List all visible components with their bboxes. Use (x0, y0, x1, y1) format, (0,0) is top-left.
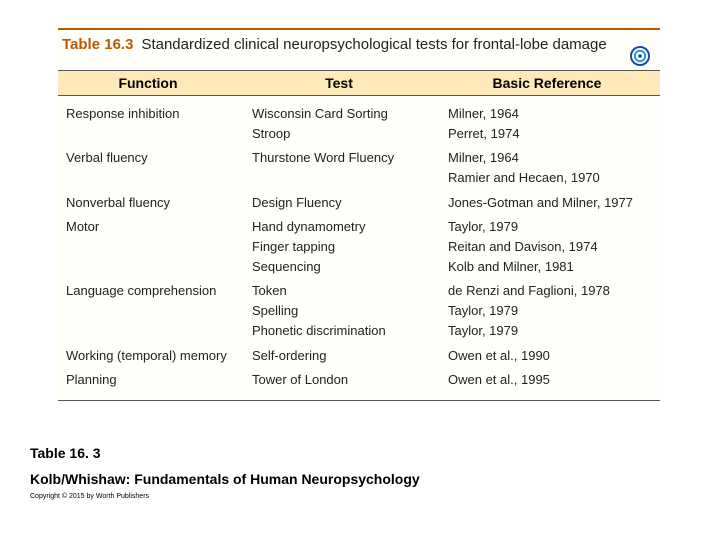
table-row: PlanningTower of LondonOwen et al., 1995 (58, 370, 660, 390)
cell-reference: Jones-Gotman and Milner, 1977 (448, 193, 660, 213)
cell-reference: Milner, 1964 (448, 148, 660, 168)
footer-copyright: Copyright © 2015 by Worth Publishers (30, 493, 420, 500)
cell-reference: Owen et al., 1995 (448, 370, 660, 390)
table-row: Phonetic discriminationTaylor, 1979 (58, 321, 660, 341)
cell-function (66, 237, 252, 257)
cell-function: Motor (66, 217, 252, 237)
col-test: Test (244, 71, 440, 95)
table-row: SpellingTaylor, 1979 (58, 301, 660, 321)
table-row: Language comprehensionTokende Renzi and … (58, 281, 660, 301)
cell-reference: Milner, 1964 (448, 104, 660, 124)
cell-reference: de Renzi and Faglioni, 1978 (448, 281, 660, 301)
cell-reference: Perret, 1974 (448, 124, 660, 144)
cell-test: Stroop (252, 124, 448, 144)
cell-test (252, 168, 448, 188)
cell-test: Phonetic discrimination (252, 321, 448, 341)
cell-reference: Ramier and Hecaen, 1970 (448, 168, 660, 188)
table-row: Response inhibitionWisconsin Card Sortin… (58, 104, 660, 124)
cell-reference: Owen et al., 1990 (448, 346, 660, 366)
cell-function: Language comprehension (66, 281, 252, 301)
table-body: Response inhibitionWisconsin Card Sortin… (58, 96, 660, 401)
cell-function: Planning (66, 370, 252, 390)
cell-test: Sequencing (252, 257, 448, 277)
table-row: SequencingKolb and Milner, 1981 (58, 257, 660, 277)
footer-table-label: Table 16. 3 (30, 445, 420, 461)
cell-test: Token (252, 281, 448, 301)
publisher-logo-icon (630, 46, 650, 66)
caption-text: Standardized clinical neuropsychological… (141, 36, 624, 55)
cell-test: Tower of London (252, 370, 448, 390)
table-header: Function Test Basic Reference (58, 70, 660, 96)
cell-reference: Taylor, 1979 (448, 301, 660, 321)
cell-test: Finger tapping (252, 237, 448, 257)
table-row: MotorHand dynamometryTaylor, 1979 (58, 217, 660, 237)
cell-function (66, 168, 252, 188)
col-function: Function (58, 71, 244, 95)
table-row: Finger tappingReitan and Davison, 1974 (58, 237, 660, 257)
cell-test: Wisconsin Card Sorting (252, 104, 448, 124)
cell-test: Self-ordering (252, 346, 448, 366)
cell-function (66, 301, 252, 321)
caption-row: Table 16.3 Standardized clinical neurops… (58, 30, 660, 70)
footer-source: Kolb/Whishaw: Fundamentals of Human Neur… (30, 471, 420, 487)
cell-function: Response inhibition (66, 104, 252, 124)
cell-test: Design Fluency (252, 193, 448, 213)
cell-test: Hand dynamometry (252, 217, 448, 237)
cell-reference: Taylor, 1979 (448, 217, 660, 237)
cell-function: Verbal fluency (66, 148, 252, 168)
col-reference: Basic Reference (440, 71, 660, 95)
cell-reference: Reitan and Davison, 1974 (448, 237, 660, 257)
cell-test: Spelling (252, 301, 448, 321)
slide-footer: Table 16. 3 Kolb/Whishaw: Fundamentals o… (30, 445, 420, 500)
cell-function: Working (temporal) memory (66, 346, 252, 366)
table-row: Working (temporal) memorySelf-orderingOw… (58, 346, 660, 366)
cell-function (66, 321, 252, 341)
table-row: Nonverbal fluencyDesign FluencyJones-Got… (58, 193, 660, 213)
table-row: StroopPerret, 1974 (58, 124, 660, 144)
cell-reference: Taylor, 1979 (448, 321, 660, 341)
cell-function (66, 124, 252, 144)
cell-function: Nonverbal fluency (66, 193, 252, 213)
table-frame: Table 16.3 Standardized clinical neurops… (58, 28, 660, 401)
table-row: Verbal fluencyThurstone Word FluencyMiln… (58, 148, 660, 168)
cell-function (66, 257, 252, 277)
cell-test: Thurstone Word Fluency (252, 148, 448, 168)
cell-reference: Kolb and Milner, 1981 (448, 257, 660, 277)
table-row: Ramier and Hecaen, 1970 (58, 168, 660, 188)
caption-number: Table 16.3 (62, 36, 133, 53)
